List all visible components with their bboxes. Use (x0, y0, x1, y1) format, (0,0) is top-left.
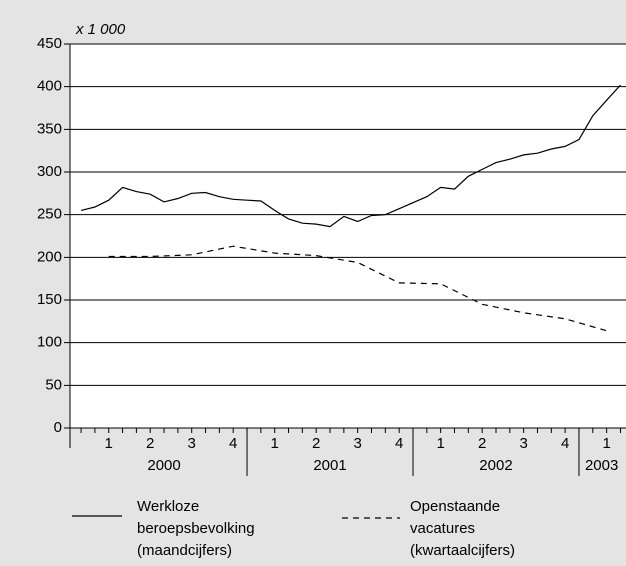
year-label: 2002 (479, 457, 512, 474)
y-tick-label: 200 (37, 248, 62, 265)
y-tick-label: 50 (45, 376, 62, 393)
y-tick-label: 350 (37, 120, 62, 137)
x-tick-label: 2 (146, 435, 154, 452)
year-label: 2003 (585, 457, 618, 474)
year-label: 2000 (147, 457, 180, 474)
y-tick-label: 450 (37, 35, 62, 52)
x-tick-label: 4 (561, 435, 569, 452)
x-axis-area (70, 428, 626, 476)
x-tick-label: 2 (478, 435, 486, 452)
x-tick-label: 3 (188, 435, 196, 452)
series-line (80, 84, 621, 228)
x-tick-label: 1 (436, 435, 444, 452)
y-tick-label: 250 (37, 206, 62, 223)
y-tick-label: 0 (54, 419, 62, 436)
y-tick-label: 400 (37, 78, 62, 95)
x-tick-label: 1 (105, 435, 113, 452)
year-label: 2001 (313, 457, 346, 474)
x-tick-label: 4 (395, 435, 403, 452)
x-tick-label: 2 (312, 435, 320, 452)
x-tick-label: 1 (271, 435, 279, 452)
x-tick-label: 1 (602, 435, 610, 452)
x-tick-label: 3 (519, 435, 527, 452)
y-tick-label: 150 (37, 291, 62, 308)
legend-label: Openstaande vacatures (kwartaalcijfers) (410, 498, 516, 559)
y-tick-label: 300 (37, 163, 62, 180)
legend-label: Werkloze beroepsbevolking (maandcijfers) (137, 498, 255, 559)
x-tick-label: 4 (229, 435, 237, 452)
y-tick-label: 100 (37, 334, 62, 351)
plot-area (70, 44, 626, 428)
x-tick-label: 3 (354, 435, 362, 452)
y-axis-label: x 1 000 (75, 21, 126, 38)
